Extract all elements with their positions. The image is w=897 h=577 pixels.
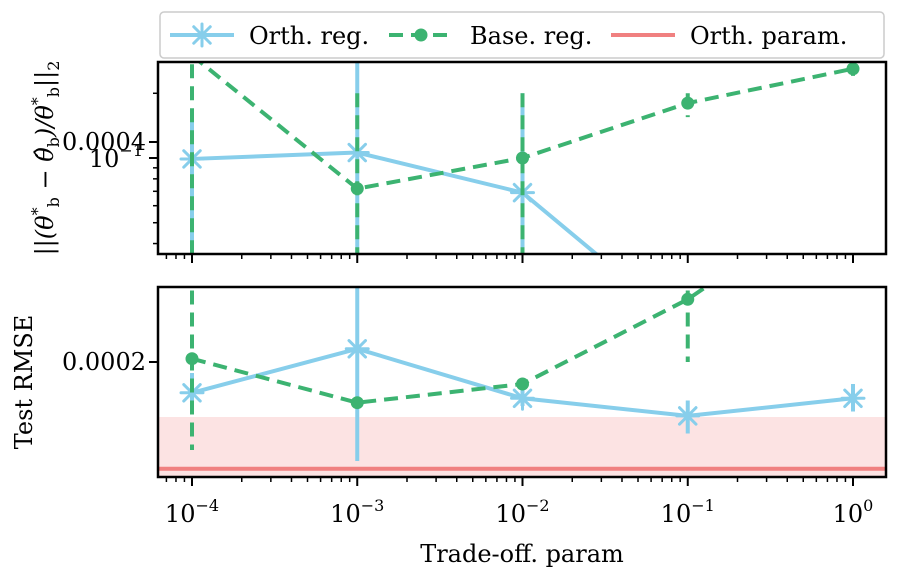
- base-reg-point: [846, 62, 860, 76]
- x-axis-label: Trade-off. param: [420, 540, 624, 568]
- x-tick-label: 100: [833, 496, 874, 528]
- base-reg-point: [350, 396, 364, 410]
- x-tick-label: 10−2: [495, 496, 549, 528]
- base-reg-point: [681, 96, 695, 110]
- legend-box: [159, 11, 885, 59]
- base-reg-point: [681, 292, 695, 306]
- top-panel: 10−1 ||(θ*b − θ̂b)/θ*b||2: [28, 61, 888, 342]
- base-reg-point: [847, 180, 860, 193]
- orth-reg-point: [675, 403, 701, 429]
- y-tick-label: 10−1: [89, 141, 143, 173]
- legend-marker-orth-reg: [189, 22, 215, 48]
- orth-reg-point: [344, 336, 370, 362]
- base-reg-point: [185, 352, 199, 366]
- x-tick-label: 10−4: [165, 496, 219, 528]
- legend-marker-base-reg: [414, 28, 428, 42]
- orth-reg-point: [179, 380, 205, 406]
- x-tick-label: 10−3: [330, 496, 384, 528]
- y-tick-label: 0.0002: [62, 348, 146, 376]
- bottom-panel: 0.0002 0.0004 Test RMSE 10−4 10−3 10−2 10−1 100…: [10, 128, 888, 568]
- x-tick-label: 10−1: [661, 496, 715, 528]
- legend-label-orth-param: Orth. param.: [690, 22, 847, 50]
- base-reg-point: [516, 151, 529, 165]
- top-plot-area: [179, 62, 864, 342]
- y-axis-label: Test RMSE: [10, 315, 38, 450]
- orth-reg-point: [510, 385, 535, 411]
- base-reg-point: [350, 182, 364, 196]
- legend: Orth. reg. Base. reg. Orth. param.: [159, 11, 885, 59]
- orth-reg-point: [842, 320, 864, 342]
- legend-label-base-reg: Base. reg.: [470, 22, 592, 50]
- y-tick-label: 0.0004: [62, 128, 146, 156]
- bottom-plot-area: [158, 180, 886, 477]
- orth-reg-point: [840, 385, 866, 411]
- orth-reg-point: [344, 140, 370, 166]
- base-reg-point: [516, 377, 529, 391]
- y-axis-label: ||(θ*b − θ̂b)/θ*b||2: [28, 61, 63, 256]
- legend-label-orth-reg: Orth. reg.: [249, 22, 369, 50]
